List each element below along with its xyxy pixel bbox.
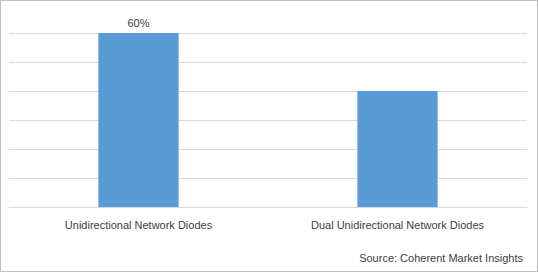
svg-text:Unidirectional Network Diodes: Unidirectional Network Diodes: [65, 219, 213, 231]
svg-text:Source: Coherent Market Insigh: Source: Coherent Market Insights: [359, 252, 523, 264]
svg-text:Dual Unidirectional Network Di: Dual Unidirectional Network Diodes: [311, 219, 485, 231]
svg-text:60%: 60%: [127, 17, 149, 29]
